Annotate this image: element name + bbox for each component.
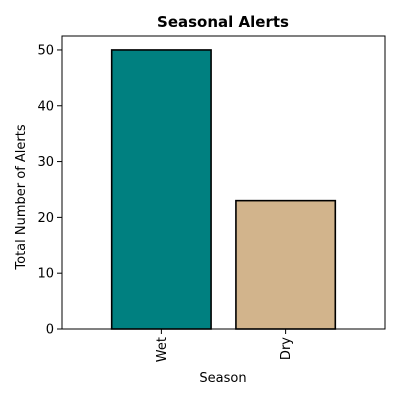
y-tick-label: 40	[37, 99, 54, 114]
y-tick-label: 30	[37, 155, 54, 170]
y-tick-label: 0	[46, 323, 54, 338]
x-tick-label-wet: Wet	[155, 337, 170, 362]
y-tick-label: 20	[37, 211, 54, 226]
y-tick-label: 50	[37, 43, 54, 58]
x-axis-label: Season	[199, 371, 246, 386]
plot-area: 0 10 20 30 40 50 Wet Dry	[37, 35, 386, 362]
axes-frame	[61, 35, 386, 330]
bar-wet	[110, 49, 212, 330]
x-tick-label-dry: Dry	[279, 337, 294, 360]
y-axis-label: Total Number of Alerts	[14, 124, 29, 270]
bar-dry	[235, 199, 337, 330]
chart-title: Seasonal Alerts	[157, 13, 289, 31]
y-tick-label: 10	[37, 267, 54, 282]
